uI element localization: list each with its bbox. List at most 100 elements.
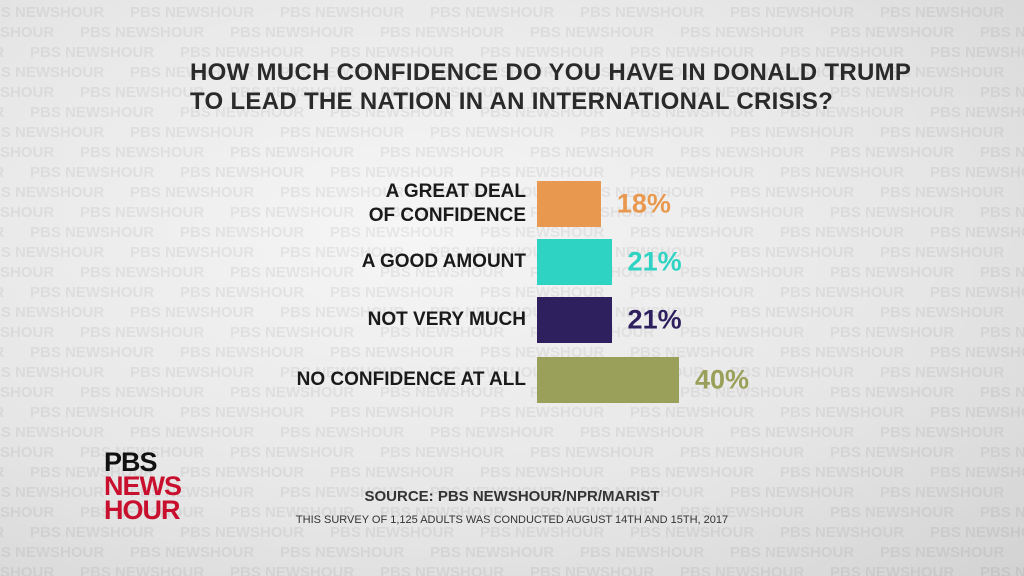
watermark: PBS NEWSHOUR (730, 424, 855, 441)
watermark: PBS NEWSHOUR (30, 344, 155, 361)
watermark: PBS NEWSHOUR (780, 224, 905, 241)
watermark: PBS NEWSHOUR (430, 424, 555, 441)
watermark: PBS NEWSHOUR (0, 344, 4, 361)
watermark: PBS NEWSHOUR (130, 184, 255, 201)
watermark: PBS NEWSHOUR (130, 364, 255, 381)
watermark: PBS NEWSHOUR (0, 24, 55, 41)
watermark: PBS NEWSHOUR (0, 504, 55, 521)
watermark: PBS NEWSHOUR (680, 24, 805, 41)
watermark: PBS NEWSHOUR (630, 104, 755, 121)
watermark: PBS NEWSHOUR (480, 284, 605, 301)
watermark: PBS NEWSHOUR (380, 504, 505, 521)
watermark: PBS NEWSHOUR (930, 524, 1024, 541)
watermark: PBS NEWSHOUR (0, 464, 4, 481)
watermark: PBS NEWSHOUR (0, 304, 105, 321)
watermark: PBS NEWSHOUR (630, 524, 755, 541)
watermark: PBS NEWSHOUR (0, 484, 105, 501)
bar (537, 181, 601, 227)
category-label: NOT VERY MUCH (367, 309, 526, 330)
watermark: PBS NEWSHOUR (380, 204, 505, 221)
watermark: PBS NEWSHOUR (330, 464, 455, 481)
watermark: PBS NEWSHOUR (230, 504, 355, 521)
watermark: PBS NEWSHOUR (930, 284, 1024, 301)
watermark: PBS NEWSHOUR (880, 484, 1005, 501)
watermark: PBS NEWSHOUR (80, 264, 205, 281)
watermark: PBS NEWSHOUR (530, 564, 655, 576)
watermark: PBS NEWSHOUR (980, 504, 1024, 521)
watermark: PBS NEWSHOUR (980, 144, 1024, 161)
watermark: PBS NEWSHOUR (0, 324, 55, 341)
watermark: PBS NEWSHOUR (730, 244, 855, 261)
watermark: PBS NEWSHOUR (880, 4, 1005, 21)
watermark: PBS NEWSHOUR (630, 44, 755, 61)
note: THIS SURVEY OF 1,125 ADULTS WAS CONDUCTE… (295, 514, 729, 526)
watermark: PBS NEWSHOUR (80, 144, 205, 161)
watermark: PBS NEWSHOUR (730, 484, 855, 501)
watermark: PBS NEWSHOUR (730, 364, 855, 381)
watermark: PBS NEWSHOUR (580, 424, 705, 441)
watermark: PBS NEWSHOUR (0, 524, 4, 541)
value-label: 18% (616, 188, 671, 219)
watermark: PBS NEWSHOUR (380, 564, 505, 576)
watermark: PBS NEWSHOUR (930, 104, 1024, 121)
watermark: PBS NEWSHOUR (480, 404, 605, 421)
watermark: PBS NEWSHOUR (180, 104, 305, 121)
watermark: PBS NEWSHOUR (980, 204, 1024, 221)
watermark: PBS NEWSHOUR (380, 24, 505, 41)
watermark: PBS NEWSHOUR (30, 284, 155, 301)
watermark: PBS NEWSHOUR (730, 4, 855, 21)
watermark: PBS NEWSHOUR (330, 104, 455, 121)
watermark: PBS NEWSHOUR (630, 164, 755, 181)
watermark: PBS NEWSHOUR (80, 84, 205, 101)
logo-text: NEWS (104, 471, 182, 501)
category-label: NO CONFIDENCE AT ALL (296, 369, 526, 390)
watermark: PBS NEWSHOUR (830, 504, 955, 521)
watermark: PBS NEWSHOUR (480, 44, 605, 61)
watermark: PBS NEWSHOUR (180, 524, 305, 541)
watermark: PBS NEWSHOUR (680, 564, 805, 576)
watermark: PBS NEWSHOUR (830, 384, 955, 401)
watermark: PBS NEWSHOUR (680, 384, 805, 401)
watermark: PBS NEWSHOUR (830, 324, 955, 341)
watermark: PBS NEWSHOUR (380, 144, 505, 161)
watermark: PBS NEWSHOUR (930, 224, 1024, 241)
watermark: PBS NEWSHOUR (780, 164, 905, 181)
watermark: PBS NEWSHOUR (230, 444, 355, 461)
watermark: PBS NEWSHOUR (430, 244, 555, 261)
watermark: PBS NEWSHOUR (80, 384, 205, 401)
watermark: PBS NEWSHOUR (330, 164, 455, 181)
source: SOURCE: PBS NEWSHOUR/NPR/MARIST (364, 488, 660, 505)
watermark: PBS NEWSHOUR (180, 164, 305, 181)
watermark: PBS NEWSHOUR (830, 204, 955, 221)
watermark: PBS NEWSHOUR (930, 464, 1024, 481)
watermark: PBS NEWSHOUR (780, 524, 905, 541)
watermark: PBS NEWSHOUR (980, 24, 1024, 41)
watermark: PBS NEWSHOUR (830, 264, 955, 281)
watermark: PBS NEWSHOUR (280, 244, 405, 261)
watermark: PBS NEWSHOUR (930, 44, 1024, 61)
watermark: PBS NEWSHOUR (880, 244, 1005, 261)
watermark: PBS NEWSHOUR (130, 424, 255, 441)
watermark: PBS NEWSHOUR (830, 144, 955, 161)
watermark: PBS NEWSHOUR (680, 144, 805, 161)
watermark: PBS NEWSHOUR (430, 184, 555, 201)
chart-title: HOW MUCH CONFIDENCE DO YOU HAVE IN DONAL… (190, 59, 912, 115)
watermark: PBS NEWSHOUR (930, 344, 1024, 361)
watermark: PBS NEWSHOUR (180, 224, 305, 241)
watermark: PBS NEWSHOUR (430, 364, 555, 381)
watermark: PBS NEWSHOUR (280, 364, 405, 381)
watermark: PBS NEWSHOUR (530, 444, 655, 461)
watermark: PBS NEWSHOUR (30, 404, 155, 421)
watermark: PBS NEWSHOUR (280, 124, 405, 141)
watermark: PBS NEWSHOUR (430, 484, 555, 501)
watermark: PBS NEWSHOUR (30, 224, 155, 241)
watermark: PBS NEWSHOUR (230, 84, 355, 101)
watermark: PBS NEWSHOUR (780, 284, 905, 301)
watermark: PBS NEWSHOUR (330, 224, 455, 241)
watermark: PBS NEWSHOUR (130, 124, 255, 141)
watermark: PBS NEWSHOUR (980, 84, 1024, 101)
watermark: PBS NEWSHOUR (430, 544, 555, 561)
watermark: PBS NEWSHOUR (0, 4, 105, 21)
watermark: PBS NEWSHOUR (130, 64, 255, 81)
